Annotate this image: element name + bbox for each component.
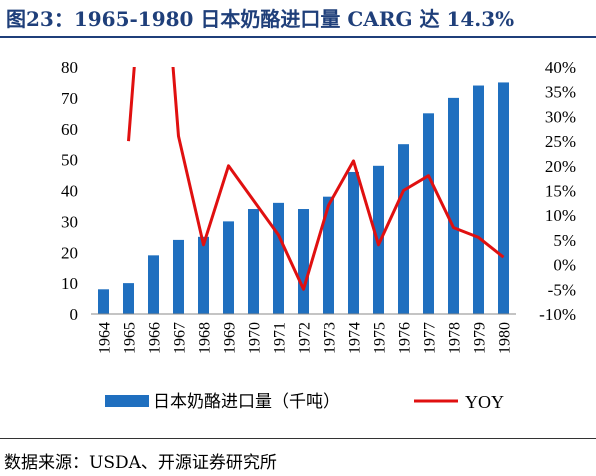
- x-tick-label: 1969: [222, 322, 239, 354]
- x-tick-label: 1964: [97, 322, 114, 354]
- legend-swatch-bar: [105, 395, 149, 407]
- y-right-tick-label: 25%: [545, 132, 576, 151]
- y-left-tick-label: 80: [61, 58, 78, 77]
- x-tick-label: 1974: [347, 322, 364, 354]
- x-tick-label: 1972: [297, 322, 314, 354]
- y-right-tick-label: 20%: [545, 157, 576, 176]
- x-tick-label: 1976: [397, 322, 414, 354]
- y-left-tick-label: 60: [61, 120, 78, 139]
- x-tick-label: 1979: [472, 322, 489, 354]
- x-tick-label: 1975: [372, 322, 389, 354]
- y-right-tick-label: 35%: [545, 83, 576, 102]
- y-left-tick-label: 10: [61, 274, 78, 293]
- bar-1978: [448, 97, 459, 314]
- legend: 日本奶酪进口量（千吨） YOY: [105, 392, 504, 412]
- bar-1964: [98, 289, 109, 314]
- line-series: [127, 67, 505, 291]
- x-tick-label: 1966: [147, 322, 164, 354]
- bar-series: [98, 82, 509, 315]
- bar-1966: [148, 255, 159, 314]
- x-tick-label: 1978: [447, 322, 464, 354]
- x-tick-label: 1968: [197, 322, 214, 354]
- y-right-tick-label: 0%: [553, 256, 576, 275]
- x-tick-label: 1965: [122, 322, 139, 354]
- bar-1965: [123, 283, 134, 314]
- y-right-tick-label: 30%: [545, 107, 576, 126]
- bar-1968: [198, 236, 209, 314]
- legend-label-bar: 日本奶酪进口量（千吨）: [153, 392, 340, 411]
- y-right-tick-label: 15%: [545, 182, 576, 201]
- x-tick-label: 1970: [247, 322, 264, 354]
- axes: 0 10 20 30 40 50 60 70 80 -10% -5% 0% 5% 10% 15% 20% 25%…: [61, 58, 576, 354]
- y-right-tick-label: 10%: [545, 206, 576, 225]
- y-left-tick-label: 30: [61, 212, 78, 231]
- x-tick-label: 1977: [422, 322, 439, 354]
- yoy-line: [127, 67, 505, 291]
- y-left-tick-label: 40: [61, 182, 78, 201]
- bar-1970: [248, 209, 259, 314]
- bar-1979: [473, 85, 484, 315]
- x-tick-label: 1967: [172, 322, 189, 354]
- bar-1976: [398, 144, 409, 314]
- bar-1977: [423, 113, 434, 314]
- y-right-tick-label: 40%: [545, 58, 576, 77]
- y-left-tick-label: 70: [61, 89, 78, 108]
- legend-label-line: YOY: [465, 392, 504, 412]
- y-left-tick-label: 0: [70, 305, 79, 324]
- bar-1973: [323, 196, 334, 314]
- title-underline: [0, 36, 596, 38]
- x-tick-label: 1973: [322, 322, 339, 354]
- y-right-tick-label: 5%: [553, 231, 576, 250]
- y-right-tick-label: -5%: [548, 280, 576, 299]
- bar-1974: [348, 171, 359, 314]
- bar-1967: [173, 239, 184, 314]
- x-tick-label: 1971: [272, 322, 289, 354]
- y-left-tick-label: 50: [61, 151, 78, 170]
- source-divider: [0, 438, 596, 439]
- bar-1980: [498, 82, 509, 314]
- source-note: 数据来源：USDA、开源证券研究所: [4, 453, 277, 473]
- x-tick-label: 1980: [497, 322, 514, 354]
- bar-1972: [298, 209, 309, 314]
- bar-line-chart: 0 10 20 30 40 50 60 70 80 -10% -5% 0% 5% 10% 15% 20% 25%…: [61, 58, 576, 412]
- bar-1969: [223, 221, 234, 314]
- bar-1971: [273, 202, 284, 314]
- y-left-tick-label: 20: [61, 243, 78, 262]
- figure-title: 图23：1965-1980 日本奶酪进口量 CARG 达 14.3%: [6, 7, 515, 31]
- y-right-tick-label: -10%: [539, 305, 576, 324]
